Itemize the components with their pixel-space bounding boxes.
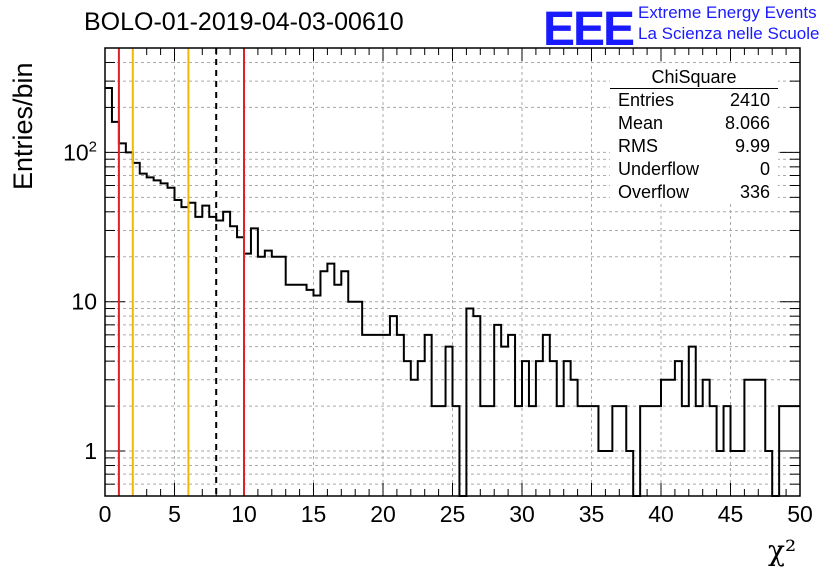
x-tick-label: 40 <box>648 501 674 527</box>
stats-value: 2410 <box>729 90 770 110</box>
stats-label: Underflow <box>618 159 700 179</box>
stats-header: ChiSquare <box>610 66 778 89</box>
x-tick-label: 5 <box>168 501 181 527</box>
x-tick-label: 0 <box>99 501 112 527</box>
stats-box: ChiSquare Entries 2410 Mean 8.066 RMS 9.… <box>610 66 778 204</box>
stats-label: Entries <box>618 90 675 110</box>
stats-value: 336 <box>739 182 770 202</box>
stats-row: Underflow 0 <box>610 158 778 181</box>
x-axis-label-text: χ² <box>768 534 797 567</box>
y-tick-label: 102 <box>63 138 97 165</box>
eee-logo: EEE <box>543 3 635 56</box>
chart-title: BOLO-01-2019-04-03-00610 <box>84 8 404 36</box>
x-tick-label: 50 <box>787 501 813 527</box>
plot-frame <box>104 47 801 497</box>
stats-row: Entries 2410 <box>610 89 778 112</box>
y-tick-label: 10 <box>71 289 97 315</box>
stats-value: 8.066 <box>724 113 770 133</box>
stats-label: RMS <box>618 136 658 156</box>
x-tick-label: 20 <box>370 501 396 527</box>
y-axis-label: Entries/bin <box>8 62 38 190</box>
logo-line-2: La Scienza nelle Scuole <box>638 24 820 43</box>
logo-line-1: Extreme Energy Events <box>638 3 817 22</box>
x-tick-label: 30 <box>509 501 535 527</box>
stats-row: Overflow 336 <box>610 181 778 204</box>
stats-row: RMS 9.99 <box>610 135 778 158</box>
x-tick-label: 10 <box>231 501 257 527</box>
histogram-outline <box>105 86 800 497</box>
x-axis-label: χ² <box>768 534 796 567</box>
x-tick-label: 25 <box>440 501 466 527</box>
x-tick-label: 15 <box>301 501 327 527</box>
y-tick-label-exponent: 2 <box>89 138 97 155</box>
stats-label: Mean <box>618 113 664 133</box>
x-tick-label: 35 <box>579 501 605 527</box>
y-tick-label: 1 <box>84 438 97 464</box>
x-tick-label: 45 <box>718 501 744 527</box>
stats-row: Mean 8.066 <box>610 112 778 135</box>
stats-value: 0 <box>759 159 770 179</box>
stats-label: Overflow <box>618 182 690 202</box>
stats-value: 9.99 <box>734 136 770 156</box>
